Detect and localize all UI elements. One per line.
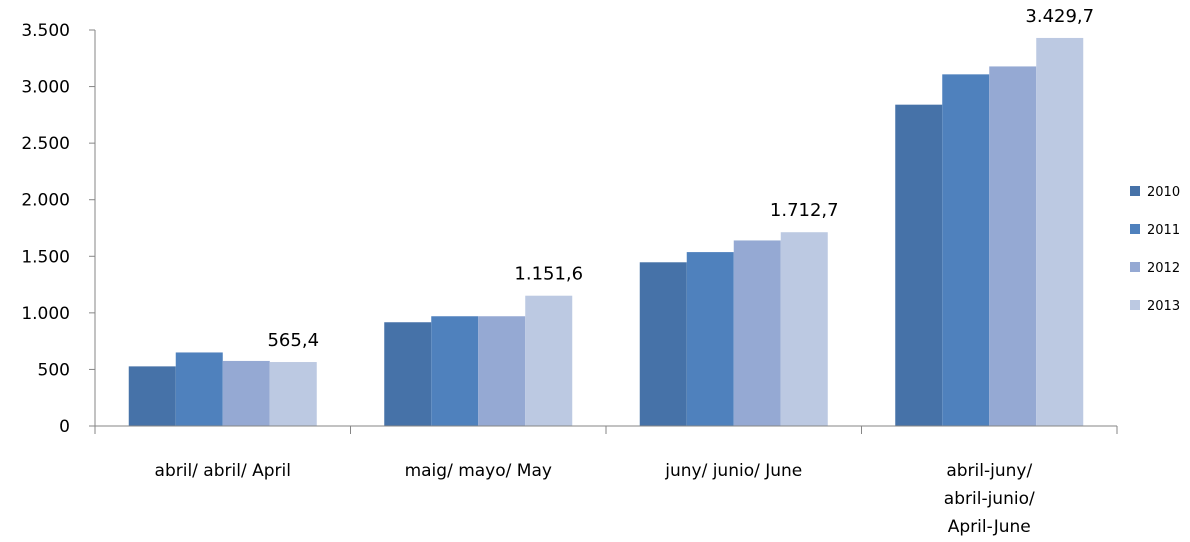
bar-2010: [895, 104, 943, 426]
bar-2012: [989, 66, 1037, 426]
y-tick-label: 3.500: [21, 21, 70, 41]
legend-swatch: [1130, 300, 1140, 310]
bar-2011: [175, 352, 223, 426]
bar-2013: [525, 295, 573, 426]
bar-2010: [384, 322, 432, 426]
legend: 2010 2011 2012 2013: [1130, 185, 1180, 314]
legend-label: 2012: [1147, 261, 1180, 276]
data-label: 565,4: [267, 330, 319, 351]
bar-2010: [128, 366, 176, 426]
y-tick-label: 1.500: [21, 247, 70, 267]
y-tick-label: 0: [59, 417, 70, 437]
x-tick-label: April-June: [948, 517, 1031, 537]
bar-2012: [222, 360, 270, 426]
bar-2011: [942, 74, 990, 427]
bar-2011: [431, 316, 479, 426]
legend-label: 2011: [1147, 223, 1180, 238]
bar-2012: [478, 316, 526, 426]
bar-2013: [780, 232, 828, 426]
data-label: 1.712,7: [770, 200, 839, 221]
y-tick-label: 2.500: [21, 134, 70, 154]
y-tick-label: 500: [38, 360, 70, 380]
x-tick-label: abril-junio/: [944, 489, 1035, 509]
y-axis: 0 500 1.000 1.500 2.000 2.500 3.000 3.500: [21, 21, 96, 437]
data-label: 3.429,7: [1025, 6, 1094, 27]
y-tick-label: 3.000: [21, 78, 70, 98]
legend-swatch: [1130, 186, 1140, 196]
bar-2012: [733, 240, 781, 426]
legend-label: 2013: [1147, 299, 1180, 314]
bar-2013: [269, 362, 317, 426]
legend-swatch: [1130, 262, 1140, 272]
bars: [128, 37, 1084, 427]
x-tick-label: abril-juny/: [946, 461, 1032, 481]
legend-swatch: [1130, 224, 1140, 234]
bar-2011: [686, 252, 734, 426]
bar-2013: [1036, 37, 1084, 426]
y-tick-label: 1.000: [21, 304, 70, 324]
x-tick-label: maig/ mayo/ May: [405, 461, 552, 481]
data-labels: 565,4 1.151,6 1.712,7 3.429,7: [267, 6, 1094, 351]
legend-label: 2010: [1147, 185, 1180, 200]
y-tick-label: 2.000: [21, 191, 70, 211]
data-label: 1.151,6: [514, 264, 583, 285]
x-tick-label: juny/ junio/ June: [664, 461, 802, 481]
x-tick-label: abril/ abril/ April: [155, 461, 291, 481]
bar-2010: [639, 262, 687, 426]
x-axis: abril/ abril/ April maig/ mayo/ May juny/ …: [94, 425, 1118, 537]
